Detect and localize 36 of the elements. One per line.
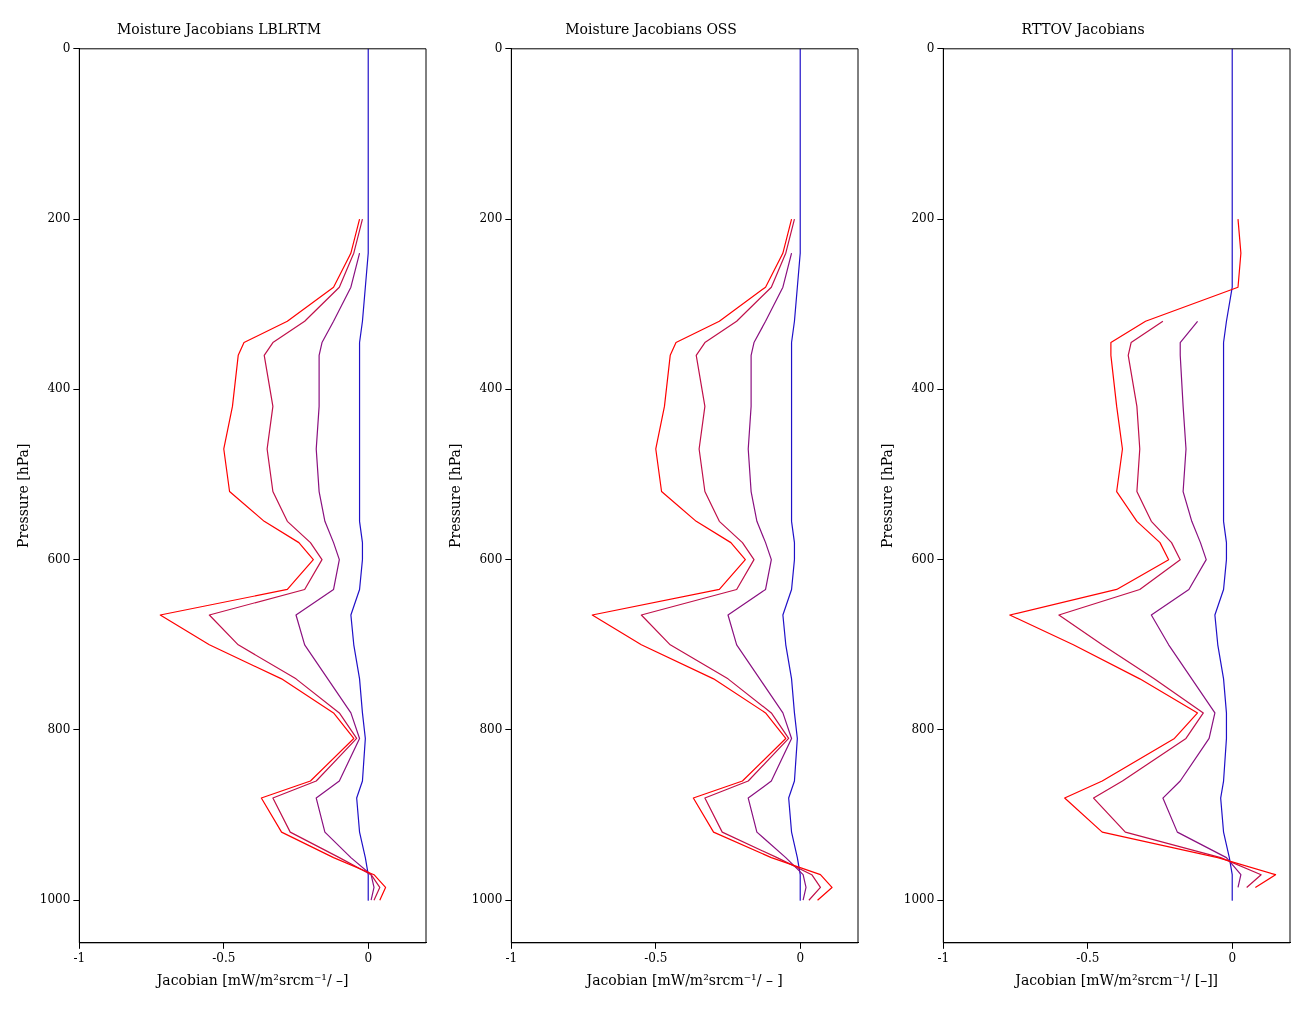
x-tick-label: -0.5 [644,951,668,966]
y-tick-label: 0 [62,40,71,55]
x-tick-label: 0 [364,951,373,966]
y-tick-label: 200 [47,211,71,226]
y-tick-label: 600 [911,551,935,566]
y-tick-label: 1000 [39,892,71,907]
y-tick-label: 200 [479,211,503,226]
y-tick-label: 600 [479,551,503,566]
x-axis-title: Jacobian [mW/m²srcm⁻¹/ [–]] [1013,972,1219,989]
x-tick-label: -1 [505,951,518,966]
x-tick-label: -0.5 [1076,951,1100,966]
y-tick-label: 400 [479,381,503,396]
x-tick-label: -1 [73,951,86,966]
x-tick-label: 0 [1228,951,1237,966]
y-tick-label: 400 [911,381,935,396]
y-axis-title: Pressure [hPa] [447,443,464,548]
x-tick-label: -0.5 [212,951,236,966]
y-tick-label: 400 [47,381,71,396]
chart-title: Moisture Jacobians LBLRTM [116,21,322,38]
y-tick-label: 0 [926,40,935,55]
y-tick-label: 800 [47,722,71,737]
chart-title: Moisture Jacobians OSS [565,21,737,38]
x-axis-title: Jacobian [mW/m²srcm⁻¹/ – ] [584,972,783,989]
y-tick-label: 800 [911,722,935,737]
y-tick-label: 1000 [903,892,935,907]
x-axis-title: Jacobian [mW/m²srcm⁻¹/ –] [154,972,349,989]
x-tick-label: -1 [937,951,950,966]
y-tick-label: 1000 [471,892,503,907]
y-axis-title: Pressure [hPa] [15,443,32,548]
y-tick-label: 800 [479,722,503,737]
chart-title: RTTOV Jacobians [1021,21,1145,38]
y-axis-title: Pressure [hPa] [879,443,896,548]
y-tick-label: 200 [911,211,935,226]
y-tick-label: 0 [494,40,503,55]
x-tick-label: 0 [796,951,805,966]
y-tick-label: 600 [47,551,71,566]
